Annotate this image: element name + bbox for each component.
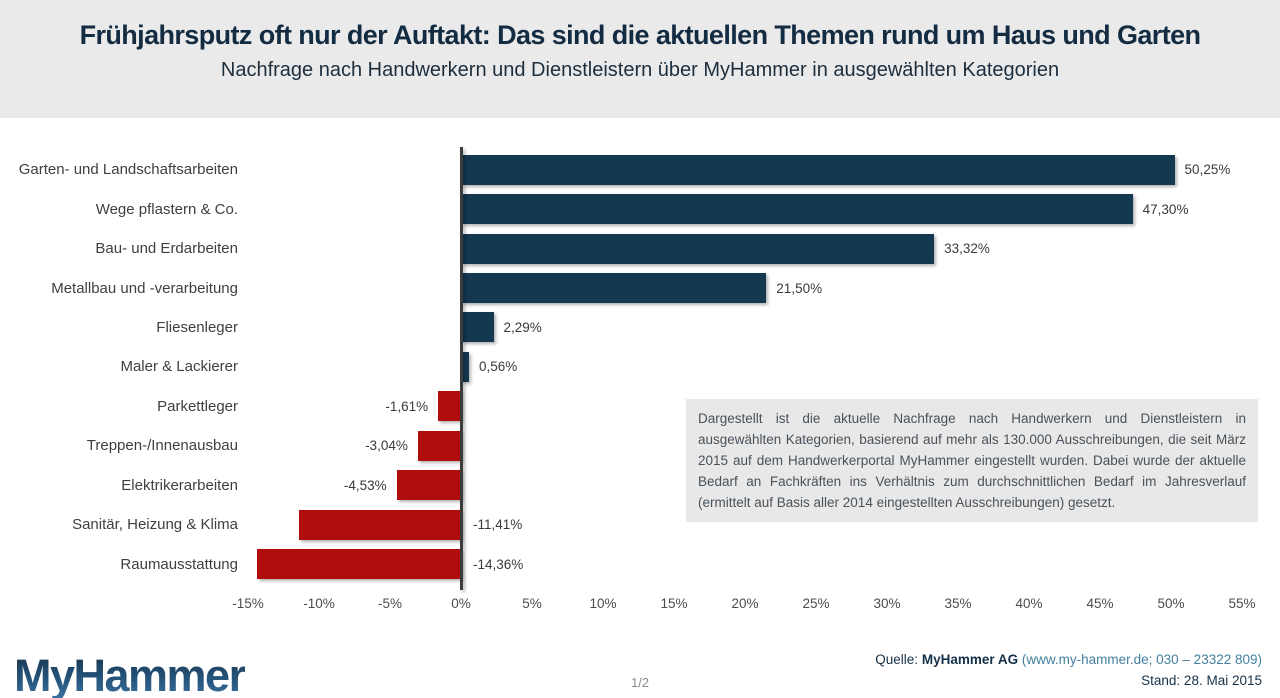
source-prefix: Quelle: <box>875 652 919 668</box>
x-tick-label: -10% <box>303 596 335 611</box>
header: Frühjahrsputz oft nur der Auftakt: Das s… <box>0 0 1280 118</box>
x-tick-label: 50% <box>1157 596 1185 611</box>
category-label: Fliesenleger <box>156 318 238 336</box>
category-label: Metallbau und -verarbeitung <box>51 279 238 297</box>
category-label: Parkettleger <box>157 397 238 415</box>
category-axis: Garten- und Landschaftsarbeiten Wege pfla… <box>0 150 238 584</box>
positive-bar <box>461 351 469 382</box>
x-tick-label: 35% <box>944 596 972 611</box>
negative-bar <box>417 430 461 461</box>
x-axis: -15% -10% -5% 0% 5% 10% 15% 20% 25% 30% 35% 40% 45% 5… <box>232 596 1255 618</box>
zero-axis-line <box>459 147 463 590</box>
value-label: 47,30% <box>1142 201 1189 217</box>
value-label: -4,53% <box>343 477 387 493</box>
page-number: 1/2 <box>630 675 650 690</box>
x-tick-label: 40% <box>1015 596 1043 611</box>
positive-bar <box>461 194 1133 225</box>
x-tick-label: -5% <box>377 596 403 611</box>
x-tick-label: 25% <box>802 596 830 611</box>
source-line: Quelle: MyHammer AG (www.my-hammer.de; 0… <box>875 650 1262 671</box>
category-label: Treppen-/Innenausbau <box>86 437 238 455</box>
source-block: Quelle: MyHammer AG (www.my-hammer.de; 0… <box>875 650 1262 692</box>
bar-row: -1,61% <box>248 387 1242 426</box>
positive-bar <box>461 154 1175 185</box>
value-label: -3,04% <box>365 438 408 454</box>
bar-row: -14,36% <box>248 544 1242 583</box>
category-label: Maler & Lackierer <box>120 358 238 376</box>
value-label: 2,29% <box>503 319 542 335</box>
bar-row: 33,32% <box>248 229 1242 268</box>
methodology-note: Dargestellt ist die aktuelle Nachfrage n… <box>686 399 1258 523</box>
category-label: Sanitär, Heizung & Klima <box>72 516 238 534</box>
x-tick-label: 55% <box>1228 596 1256 611</box>
bar-chart-plot: 50,25% 47,30% 33,32% 21,50% 2,29% 0,56% -1,61%… <box>248 147 1242 590</box>
date-stamp: Stand: 28. Mai 2015 <box>1141 673 1262 689</box>
bar-row: 0,56% <box>248 347 1242 386</box>
value-label: 0,56% <box>478 359 518 375</box>
positive-bar <box>461 312 494 343</box>
negative-bar <box>298 509 461 540</box>
source-contact: (www.my-hammer.de; 030 – 23322 809) <box>1021 652 1262 668</box>
bar-row: 47,30% <box>248 189 1242 228</box>
value-label: 21,50% <box>776 280 823 296</box>
category-label: Wege pflastern & Co. <box>95 200 238 218</box>
category-label: Raumausstattung <box>120 555 238 573</box>
bar-row: -3,04% <box>248 426 1242 465</box>
x-tick-label: 45% <box>1086 596 1114 611</box>
category-label: Garten- und Landschaftsarbeiten <box>18 161 238 179</box>
bar-row: -11,41% <box>248 505 1242 544</box>
x-tick-label: 10% <box>589 596 617 611</box>
positive-bar <box>461 273 767 303</box>
bar-row: 2,29% <box>248 308 1242 347</box>
negative-bar <box>257 549 461 580</box>
x-tick-label: 30% <box>873 596 901 611</box>
bar-row: -4,53% <box>248 466 1242 505</box>
x-tick-label: 5% <box>522 596 542 611</box>
source-name: MyHammer AG <box>921 652 1019 668</box>
value-label: -11,41% <box>473 517 523 533</box>
negative-bar <box>438 391 461 422</box>
bar-row: 21,50% <box>248 268 1242 307</box>
bar-row: 50,25% <box>248 150 1242 189</box>
category-label: Elektrikerarbeiten <box>121 476 238 494</box>
value-label: 50,25% <box>1184 162 1231 178</box>
x-tick-label: -15% <box>232 596 264 611</box>
negative-bar <box>396 470 461 501</box>
myhammer-logo: MyHammer <box>14 650 246 698</box>
value-label: -14,36% <box>473 556 524 572</box>
page-title: Frühjahrsputz oft nur der Auftakt: Das s… <box>79 20 1201 50</box>
positive-bar <box>461 233 935 264</box>
value-label: 33,32% <box>944 241 990 257</box>
page-subtitle: Nachfrage nach Handwerkern und Dienstlei… <box>220 59 1060 81</box>
category-label: Bau- und Erdarbeiten <box>95 240 238 258</box>
value-label: -1,61% <box>385 398 429 414</box>
x-tick-label: 0% <box>451 596 471 611</box>
x-tick-label: 15% <box>660 596 688 611</box>
x-tick-label: 20% <box>731 596 759 611</box>
